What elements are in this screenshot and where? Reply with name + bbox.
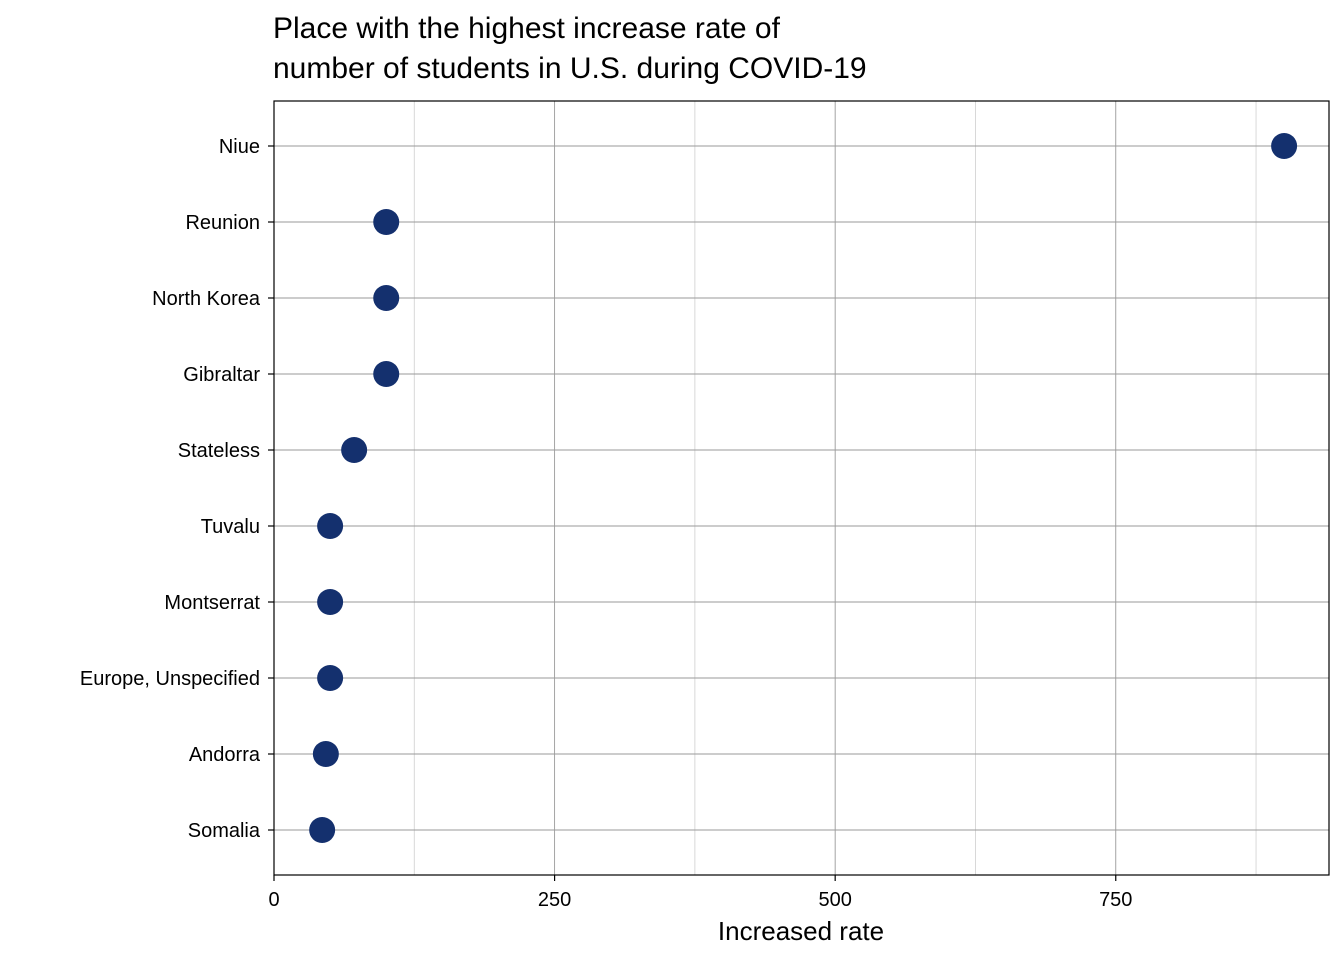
chart-title-line-2: number of students in U.S. during COVID-… xyxy=(273,52,867,85)
major-gridlines xyxy=(273,101,1329,875)
data-point xyxy=(317,513,344,539)
data-points xyxy=(309,133,1298,843)
chart-title-line-1: Place with the highest increase rate of xyxy=(273,12,781,45)
data-point xyxy=(1271,133,1298,159)
data-point xyxy=(309,817,336,843)
y-tick-label: Niue xyxy=(219,136,260,158)
y-tick-label: Montserrat xyxy=(164,592,260,614)
data-point xyxy=(317,665,344,691)
data-point xyxy=(312,741,339,767)
chart-title: Place with the highest increase rate of … xyxy=(273,12,867,85)
y-tick-label: Stateless xyxy=(178,440,260,462)
x-axis: 0 250 500 750 xyxy=(268,875,1132,911)
data-point xyxy=(317,589,344,615)
y-tick-label: North Korea xyxy=(152,288,261,310)
minor-gridlines xyxy=(413,101,1257,875)
data-point xyxy=(341,437,368,463)
y-tick-label: Reunion xyxy=(185,212,260,234)
y-tick-label: Tuvalu xyxy=(201,516,260,538)
x-tick-label: 0 xyxy=(268,889,279,911)
x-tick-label: 250 xyxy=(538,889,571,911)
x-tick-label: 750 xyxy=(1099,889,1132,911)
y-tick-label: Europe, Unspecified xyxy=(80,668,260,690)
y-tick-label: Gibraltar xyxy=(183,364,260,386)
data-point xyxy=(373,285,400,311)
x-tick-label: 500 xyxy=(818,889,851,911)
x-axis-label: Increased rate xyxy=(718,916,884,946)
data-point xyxy=(373,361,400,387)
y-axis: Niue Reunion North Korea Gibraltar Stateless… xyxy=(80,136,274,842)
plot-panel xyxy=(273,100,1330,876)
y-tick-label: Andorra xyxy=(189,744,261,766)
y-tick-label: Somalia xyxy=(188,820,261,842)
data-point xyxy=(373,209,400,235)
